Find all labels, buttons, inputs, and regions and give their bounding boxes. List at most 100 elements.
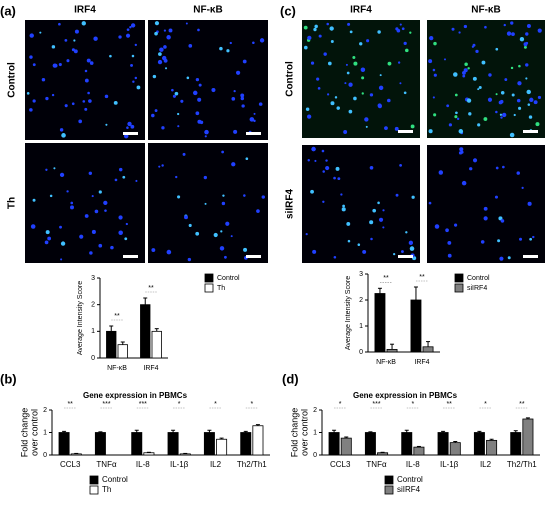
- scale-bar: [246, 255, 261, 258]
- micrograph: [302, 20, 420, 138]
- cell: [79, 234, 84, 239]
- cell: [98, 190, 102, 194]
- cell: [384, 126, 388, 130]
- cell: [177, 125, 180, 128]
- legend-swatch: [89, 485, 99, 495]
- cell: [399, 82, 402, 85]
- x-tick-label: IRF4: [143, 365, 158, 372]
- cell: [64, 104, 68, 108]
- cell: [382, 209, 385, 212]
- cell: [321, 149, 325, 153]
- cell: [314, 24, 318, 29]
- cell: [125, 33, 131, 38]
- cell: [507, 256, 511, 260]
- legend-label: Control: [467, 275, 490, 282]
- cell: [495, 93, 498, 96]
- cell: [361, 92, 364, 95]
- bar: [240, 432, 252, 456]
- cell: [498, 100, 503, 105]
- cell: [394, 126, 399, 131]
- significance-label: **: [419, 274, 425, 281]
- cell: [252, 41, 255, 44]
- cell: [484, 25, 487, 29]
- bar: [143, 452, 155, 456]
- cell: [477, 123, 481, 127]
- chart-title: Gene expression in PBMCs: [83, 391, 188, 400]
- cell: [60, 258, 63, 261]
- cell: [322, 200, 325, 203]
- cell: [113, 100, 118, 105]
- significance-label: ***: [102, 401, 110, 408]
- cell: [204, 202, 207, 205]
- cell: [357, 243, 361, 246]
- cell: [527, 103, 531, 106]
- cell: [187, 257, 192, 262]
- cell: [203, 175, 208, 180]
- cell: [463, 24, 468, 29]
- scale-bar: [246, 132, 261, 135]
- cell: [58, 62, 62, 67]
- cell: [163, 58, 168, 63]
- cell: [186, 76, 190, 80]
- cell: [346, 71, 350, 75]
- cell: [433, 41, 437, 46]
- row-label: Th: [7, 197, 18, 209]
- cell: [336, 106, 340, 110]
- cell: [61, 133, 66, 138]
- cell: [180, 99, 184, 103]
- cell: [533, 100, 538, 105]
- cell: [59, 128, 64, 132]
- cell: [359, 42, 363, 46]
- bar: [401, 432, 413, 456]
- scale-bar: [398, 130, 413, 133]
- bar: [58, 432, 70, 456]
- cell: [521, 186, 524, 190]
- cell: [59, 225, 62, 229]
- cell: [523, 45, 527, 49]
- cell: [483, 206, 488, 211]
- cell: [409, 31, 412, 34]
- cell: [231, 97, 236, 101]
- cell: [529, 97, 534, 103]
- bar: [94, 432, 106, 456]
- column-header: IRF4: [74, 5, 96, 16]
- cell: [126, 28, 130, 32]
- cell: [472, 76, 477, 81]
- cell: [517, 81, 522, 86]
- cell: [500, 116, 503, 119]
- cell: [91, 229, 96, 234]
- cell: [45, 168, 48, 171]
- cell: [454, 223, 458, 227]
- micrograph: [148, 20, 268, 140]
- bar: [374, 293, 386, 353]
- cell: [344, 82, 347, 85]
- cell: [249, 117, 255, 122]
- cell: [511, 93, 515, 97]
- cell: [197, 28, 200, 32]
- cell: [89, 251, 93, 255]
- cell: [459, 147, 464, 152]
- cell: [243, 247, 248, 252]
- image-bg: [148, 143, 268, 263]
- x-tick-label: IL-8: [406, 460, 420, 469]
- cell: [349, 30, 353, 34]
- column-header: NF-κB: [471, 5, 500, 16]
- x-tick-label: CCL3: [60, 460, 81, 469]
- cell: [525, 32, 529, 36]
- cell: [151, 113, 155, 118]
- cell: [510, 21, 514, 25]
- cell: [379, 74, 382, 77]
- cell: [166, 249, 172, 255]
- significance-label: *: [339, 401, 342, 408]
- cell: [369, 165, 374, 170]
- cell: [453, 72, 458, 77]
- bar: [377, 452, 389, 456]
- cell: [382, 226, 385, 229]
- cell: [456, 117, 460, 121]
- significance-label: *: [411, 401, 414, 408]
- cell: [84, 78, 89, 83]
- cell: [323, 52, 327, 56]
- cell: [305, 107, 310, 111]
- cell: [219, 46, 223, 51]
- x-tick-label: CCL3: [330, 460, 351, 469]
